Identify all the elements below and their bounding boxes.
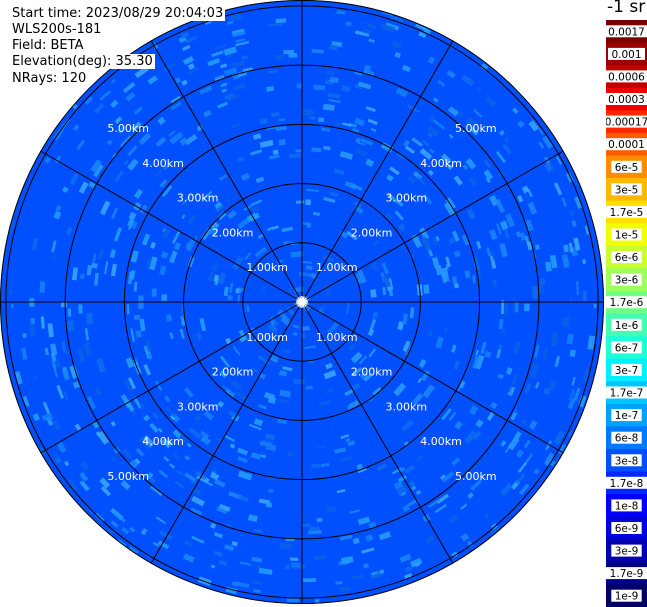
colorbar-label-bg (606, 93, 647, 105)
azimuth-spoke (301, 40, 454, 303)
colorbar-label-bg (611, 544, 642, 557)
colorbar-label: 1.7e-5 (610, 207, 644, 219)
colorbar-label: 0.0001 (608, 139, 645, 151)
colorbar-label-bg (611, 183, 642, 196)
backscatter-field (7, 10, 597, 604)
colorbar-label: 1.7e-8 (610, 478, 644, 490)
ring-label: 4.00km (142, 435, 184, 448)
ring-label: 3.00km (177, 192, 219, 205)
azimuth-spoke (301, 301, 564, 454)
colorbar-label: 1.7e-6 (610, 297, 644, 309)
ring-label: 1.00km (316, 331, 358, 344)
ring-label: 5.00km (455, 470, 497, 483)
colorbar-label: 1e-6 (615, 320, 639, 332)
colorbar-label-bg (606, 115, 647, 128)
azimuth-spoke (150, 40, 303, 303)
azimuth-spoke (301, 301, 454, 564)
ring-label: 1.00km (246, 261, 288, 274)
ring-label: 1.00km (316, 261, 358, 274)
azimuth-spoke (150, 301, 303, 564)
instrument-name: WLS200s-181 (10, 22, 104, 37)
center-marker (296, 299, 308, 305)
colorbar-label: 6e-8 (615, 433, 639, 445)
start-time: Start time: 2023/08/29 20:04:03 (10, 6, 226, 21)
colorbar-label-bg (606, 205, 647, 218)
ring-label: 3.00km (386, 400, 428, 413)
field-label: Field: BETA (10, 38, 86, 53)
colorbar-label-bg (606, 70, 647, 83)
ring-label: 4.00km (142, 157, 184, 170)
colorbar-label-bg (611, 363, 642, 376)
colorbar-label-bg (606, 138, 647, 151)
elevation-label: Elevation(deg): 35.30 (10, 54, 155, 69)
ring-label: 4.00km (420, 435, 462, 448)
colorbar-label-bg (611, 251, 642, 264)
colorbar-label: 1e-9 (615, 591, 639, 603)
colorbar-label-bg (606, 476, 647, 489)
ring-label: 2.00km (212, 227, 254, 240)
colorbar-label: 0.00017 (606, 117, 647, 129)
colorbar-label-bg (611, 499, 642, 512)
colorbar-label-bg (608, 47, 645, 60)
colorbar-label: 0.0006 (608, 71, 645, 83)
colorbar-label: 3e-5 (615, 184, 639, 196)
colorbar-label: 0.0017 (608, 26, 645, 38)
colorbar-label-bg (606, 567, 647, 580)
ring-label: 2.00km (351, 366, 393, 379)
colorbar-label-bg (611, 409, 642, 422)
colorbar-label: 1.7e-9 (610, 568, 644, 580)
azimuth-spoke (40, 150, 303, 303)
colorbar-label-bg (611, 318, 642, 331)
ring-label: 2.00km (351, 227, 393, 240)
ring-label: 4.00km (420, 157, 462, 170)
colorbar-label: 3e-8 (615, 455, 639, 467)
colorbar-label-bg (606, 296, 647, 309)
colorbar-label-bg (611, 228, 642, 241)
ring-label: 5.00km (455, 122, 497, 135)
colorbar-label-bg (611, 589, 642, 602)
colorbar-unit: -1 sr (607, 0, 646, 17)
colorbar-label: 1e-7 (615, 410, 639, 422)
colorbar-label-bg (611, 522, 642, 534)
colorbar-label: 3e-9 (615, 546, 639, 558)
ring-label: 1.00km (246, 331, 288, 344)
colorbar-label: 6e-6 (615, 252, 639, 264)
azimuth-spoke (301, 150, 564, 303)
colorbar-label: 1e-8 (615, 500, 639, 512)
colorbar-label: 3e-6 (615, 275, 639, 287)
colorbar-label: 1e-5 (615, 230, 639, 242)
ring-label: 3.00km (386, 192, 428, 205)
colorbar-label-bg (611, 273, 642, 286)
colorbar-label-bg (606, 386, 647, 399)
colorbar-label: 0.001 (611, 49, 641, 61)
colorbar-label-bg (611, 454, 642, 467)
colorbar-label: 6e-9 (615, 523, 639, 535)
colorbar-label: 1.7e-7 (610, 388, 644, 400)
colorbar-label: 6e-7 (615, 342, 639, 354)
azimuth-spoke (40, 301, 303, 454)
ring-label: 5.00km (107, 122, 149, 135)
ring-label: 3.00km (177, 400, 219, 413)
colorbar-label-bg (611, 341, 642, 354)
colorbar: 0.0017 0.001 0.0006 0.0003 0.00017 0.0001 6e-5… (606, 20, 647, 607)
colorbar-label: 3e-7 (615, 365, 639, 377)
colorbar-label-bg (611, 431, 642, 444)
colorbar-label-bg (606, 25, 647, 38)
ring-label: 5.00km (107, 470, 149, 483)
colorbar-label: 0.0003 (608, 94, 645, 106)
colorbar-label: 6e-5 (615, 162, 639, 174)
colorbar-label-bg (611, 160, 642, 173)
ring-label: 2.00km (212, 366, 254, 379)
nrays-label: NRays: 120 (10, 71, 89, 86)
